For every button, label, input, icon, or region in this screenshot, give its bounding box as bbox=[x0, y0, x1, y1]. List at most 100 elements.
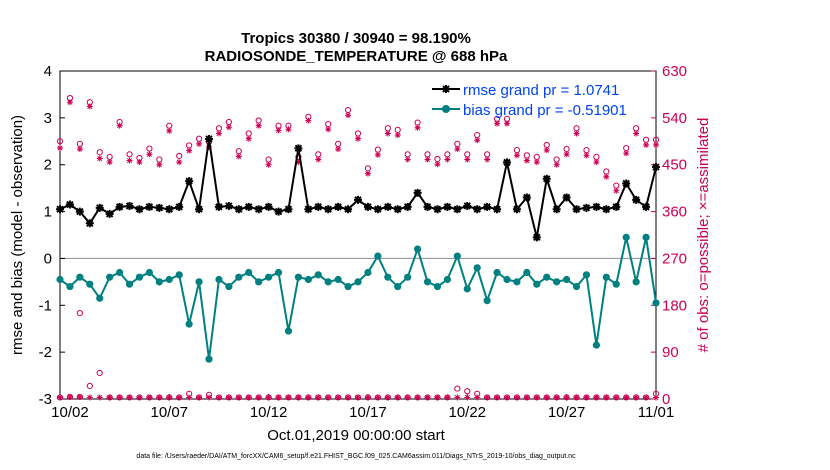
obs-assimilated-low-marker bbox=[484, 394, 491, 401]
obs-assimilated-marker bbox=[613, 187, 620, 194]
legend: rmse grand pr = 1.0741 bias grand pr = -… bbox=[432, 82, 627, 119]
rmse-point bbox=[582, 203, 591, 212]
y2-tick-label: 270 bbox=[662, 250, 687, 267]
obs-assimilated-low-marker bbox=[255, 394, 262, 401]
bias-point bbox=[374, 252, 382, 260]
bias-point bbox=[265, 273, 273, 281]
obs-assimilated-low-marker bbox=[374, 394, 381, 401]
bias-point bbox=[245, 268, 253, 277]
rmse-point bbox=[373, 205, 382, 214]
obs-assimilated-low-marker bbox=[285, 394, 292, 401]
obs-assimilated-marker bbox=[305, 117, 312, 124]
rmse-point bbox=[56, 205, 64, 214]
x-tick-label: 10/27 bbox=[548, 404, 586, 421]
obs-assimilated-marker bbox=[156, 161, 163, 168]
obs-assimilated-marker bbox=[593, 159, 600, 166]
x-tick-label: 10/07 bbox=[150, 404, 188, 421]
obs-assimilated-low-marker bbox=[653, 394, 659, 401]
rmse-point bbox=[274, 207, 283, 216]
obs-possible-outlier-marker bbox=[76, 309, 83, 317]
obs-assimilated-low-marker bbox=[245, 394, 252, 401]
bias-point bbox=[284, 327, 293, 335]
obs-assimilated-marker bbox=[215, 130, 222, 137]
rmse-point bbox=[95, 203, 104, 212]
obs-assimilated-low-marker bbox=[186, 394, 193, 401]
obs-assimilated-low-marker bbox=[444, 394, 451, 401]
rmse-point bbox=[503, 158, 511, 167]
bias-point bbox=[76, 273, 84, 281]
obs-assimilated-low-marker bbox=[325, 394, 332, 401]
obs-assimilated-marker bbox=[384, 130, 391, 137]
obs-assimilated-low-marker bbox=[523, 394, 530, 401]
obs-assimilated-low-marker bbox=[533, 394, 540, 401]
obs-assimilated-marker bbox=[513, 152, 520, 159]
rmse-point bbox=[85, 219, 94, 228]
x-tick-label: 10/17 bbox=[349, 404, 387, 421]
bias-point bbox=[602, 273, 610, 281]
obs-assimilated-marker bbox=[285, 126, 292, 133]
bias-point bbox=[215, 275, 223, 284]
bias-point bbox=[543, 273, 551, 281]
rmse-point bbox=[433, 205, 442, 214]
obs-assimilated-marker bbox=[106, 159, 113, 166]
obs-assimilated-marker bbox=[126, 157, 133, 164]
rmse-point bbox=[453, 205, 462, 214]
rmse-point bbox=[165, 205, 174, 214]
obs-assimilated-low-marker bbox=[504, 394, 510, 401]
y-tick-label: 2 bbox=[44, 157, 52, 174]
y-tick-label: 3 bbox=[44, 110, 52, 127]
obs-assimilated-marker bbox=[494, 120, 501, 127]
y2-tick-label: 630 bbox=[662, 63, 687, 80]
obs-assimilated-low-marker bbox=[215, 394, 222, 401]
obs-assimilated-marker bbox=[345, 112, 352, 119]
obs-assimilated-low-marker bbox=[265, 394, 272, 401]
obs-assimilated-marker bbox=[176, 159, 183, 166]
obs-possible-marker bbox=[96, 149, 103, 156]
rmse-point bbox=[344, 205, 353, 214]
bias-point bbox=[622, 233, 630, 241]
rmse-point bbox=[493, 205, 502, 214]
obs-assimilated-marker bbox=[186, 147, 193, 154]
obs-assimilated-low-marker bbox=[364, 394, 371, 401]
obs-assimilated-low-marker bbox=[76, 393, 83, 400]
rmse-point bbox=[324, 205, 333, 214]
rmse-point bbox=[125, 201, 134, 210]
obs-assimilated-marker bbox=[434, 161, 441, 168]
rmse-point bbox=[652, 163, 660, 172]
bias-point bbox=[205, 355, 213, 363]
plot-area bbox=[59, 70, 657, 400]
obs-assimilated-low-marker bbox=[643, 394, 650, 401]
bias-point bbox=[195, 278, 203, 286]
bias-point bbox=[404, 273, 412, 281]
y2-tick-label: 180 bbox=[662, 297, 687, 314]
rmse-point bbox=[284, 205, 293, 214]
obs-assimilated-marker bbox=[504, 120, 510, 127]
bias-point bbox=[463, 285, 471, 293]
obs-assimilated-marker bbox=[225, 124, 232, 131]
obs-assimilated-low-marker bbox=[543, 394, 550, 401]
rmse-point bbox=[264, 202, 273, 211]
obs-assimilated-low-marker bbox=[295, 394, 302, 401]
rmse-point bbox=[314, 202, 323, 211]
bias-point bbox=[155, 278, 163, 286]
obs-assimilated-marker bbox=[66, 99, 73, 106]
bias-point bbox=[642, 233, 650, 241]
bias-point bbox=[274, 268, 283, 277]
obs-assimilated-low-marker bbox=[106, 394, 113, 401]
obs-assimilated-marker bbox=[295, 159, 302, 166]
bias-point bbox=[86, 280, 94, 288]
bias-point bbox=[304, 275, 312, 284]
obs-assimilated-low-marker bbox=[424, 394, 431, 401]
obs-assimilated-low-marker bbox=[305, 394, 312, 401]
obs-assimilated-low-marker bbox=[394, 394, 401, 401]
bias-point bbox=[433, 282, 442, 291]
rmse-point bbox=[512, 205, 521, 214]
bias-point bbox=[423, 278, 432, 286]
x-tick-label: 10/22 bbox=[448, 404, 486, 421]
obs-assimilated-marker bbox=[116, 122, 123, 129]
obs-assimilated-marker bbox=[315, 156, 322, 163]
rmse-point bbox=[483, 202, 492, 211]
rmse-point bbox=[622, 179, 631, 188]
obs-assimilated-marker bbox=[543, 147, 550, 154]
obs-assimilated-low-marker bbox=[434, 394, 441, 401]
